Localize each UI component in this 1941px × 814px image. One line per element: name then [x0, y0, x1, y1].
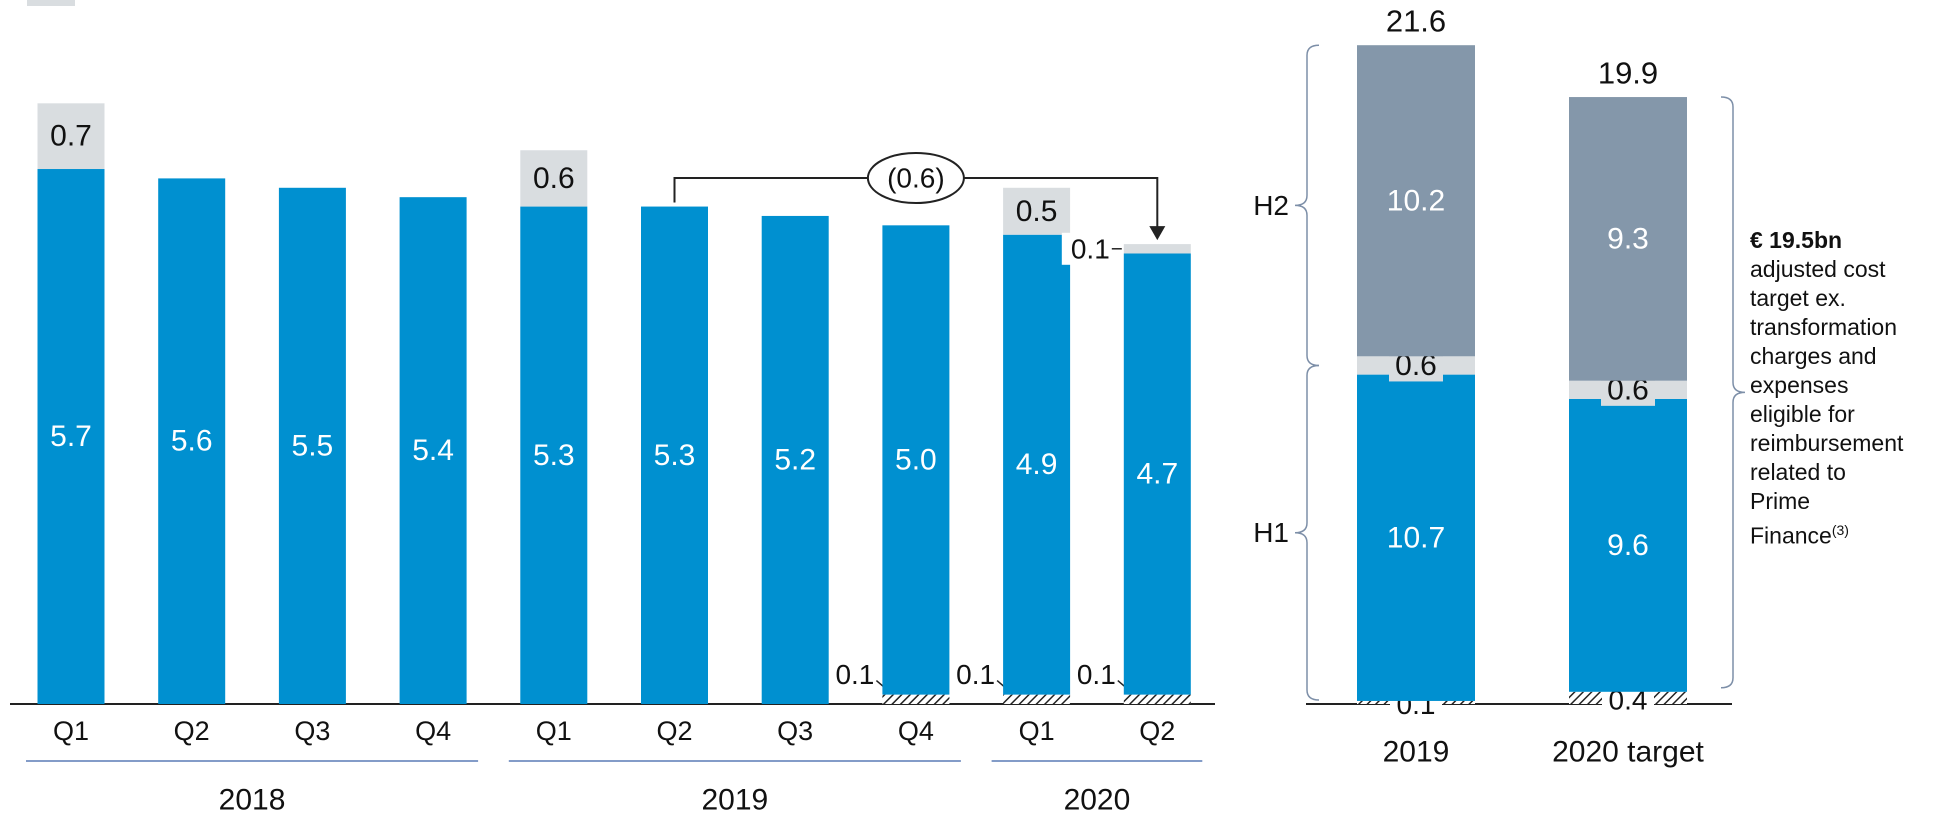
bar-segment [1003, 187, 1071, 235]
bar-segment [520, 150, 588, 207]
group-label: 2019 [701, 784, 768, 814]
label-bg [1071, 658, 1118, 691]
value-label: 9.3 [1607, 222, 1649, 255]
value-label: 5.3 [533, 439, 575, 472]
group-label: 2020 [1064, 784, 1131, 814]
total-label: 21.6 [1386, 4, 1446, 39]
value-label: 5.2 [774, 443, 816, 476]
bar-segment [761, 215, 829, 704]
annotation-ellipse [866, 152, 965, 204]
bar-segment [1123, 244, 1191, 254]
x-tick-label: Q2 [174, 716, 210, 746]
value-label: 0.1 [1071, 233, 1110, 264]
bar-segment [882, 225, 950, 695]
value-label: 5.5 [292, 429, 334, 462]
bar-segment [1003, 234, 1071, 695]
bar-segment [278, 187, 346, 705]
brace [1294, 44, 1320, 367]
x-tick-label: Q3 [777, 716, 813, 746]
value-label: 9.6 [1607, 529, 1649, 562]
x-tick-label: Q3 [294, 716, 330, 746]
x-tick-label: Q4 [898, 716, 934, 746]
value-label: 5.3 [654, 439, 696, 472]
brace-label: H1 [1253, 517, 1289, 548]
bar-segment [1003, 694, 1071, 704]
x-tick-label: Q4 [415, 716, 451, 746]
bar-segment [399, 197, 467, 704]
note: € 19.5bn adjusted cost target ex. transfo… [1750, 226, 1912, 551]
value-label: 5.4 [412, 434, 454, 467]
brace-label: H2 [1253, 190, 1289, 221]
group-label: 2018 [219, 784, 286, 814]
note-title: € 19.5bn [1750, 227, 1843, 253]
x-tick-label: Q2 [1139, 716, 1175, 746]
value-label: 5.6 [171, 425, 213, 458]
value-label: 0.1 [835, 659, 874, 690]
x-tick-label: Q1 [53, 716, 89, 746]
x-tick-label: 2019 [1383, 736, 1450, 769]
label-bg [830, 658, 877, 691]
value-label: 0.7 [50, 120, 92, 153]
value-label: 10.2 [1387, 184, 1445, 217]
bar-segment [1123, 694, 1191, 704]
total-label: 19.9 [1598, 56, 1658, 91]
bar-segment [1569, 399, 1687, 692]
value-label: 5.7 [50, 420, 92, 453]
x-tick-label: Q1 [536, 716, 572, 746]
bar-segment [37, 103, 105, 170]
annotation: (0.6) [887, 163, 945, 194]
brace [1294, 364, 1320, 701]
x-tick-label: Q2 [656, 716, 692, 746]
value-label: 5.0 [895, 443, 937, 476]
bar-segment [1569, 97, 1687, 381]
value-label: 0.5 [1016, 195, 1058, 228]
note-text: adjusted cost target ex. transformation … [1750, 256, 1904, 549]
x-tick-label: 2020 target [1552, 736, 1704, 769]
bar-segment [520, 206, 588, 705]
bar-segment [882, 694, 950, 704]
bar-segment [1357, 374, 1475, 701]
value-label: 10.7 [1387, 521, 1445, 554]
label-bg [951, 658, 998, 691]
x-tick-label: Q1 [1019, 716, 1055, 746]
value-label: 0.1 [1077, 659, 1116, 690]
value-label: 0.1 [956, 659, 995, 690]
value-label: 0.6 [533, 162, 575, 195]
arrow-head [1149, 226, 1166, 241]
bar-segment [1123, 253, 1191, 695]
brace [1720, 96, 1746, 689]
bar-segment [1357, 45, 1475, 357]
value-label: 4.7 [1136, 458, 1178, 491]
bar-segment [641, 206, 708, 705]
bar-segment [37, 169, 105, 704]
value-label: 4.9 [1016, 448, 1058, 481]
note-sup: (3) [1831, 522, 1849, 538]
bar-segment [158, 178, 226, 704]
decoration [27, 0, 75, 6]
label-bg [1061, 232, 1112, 265]
